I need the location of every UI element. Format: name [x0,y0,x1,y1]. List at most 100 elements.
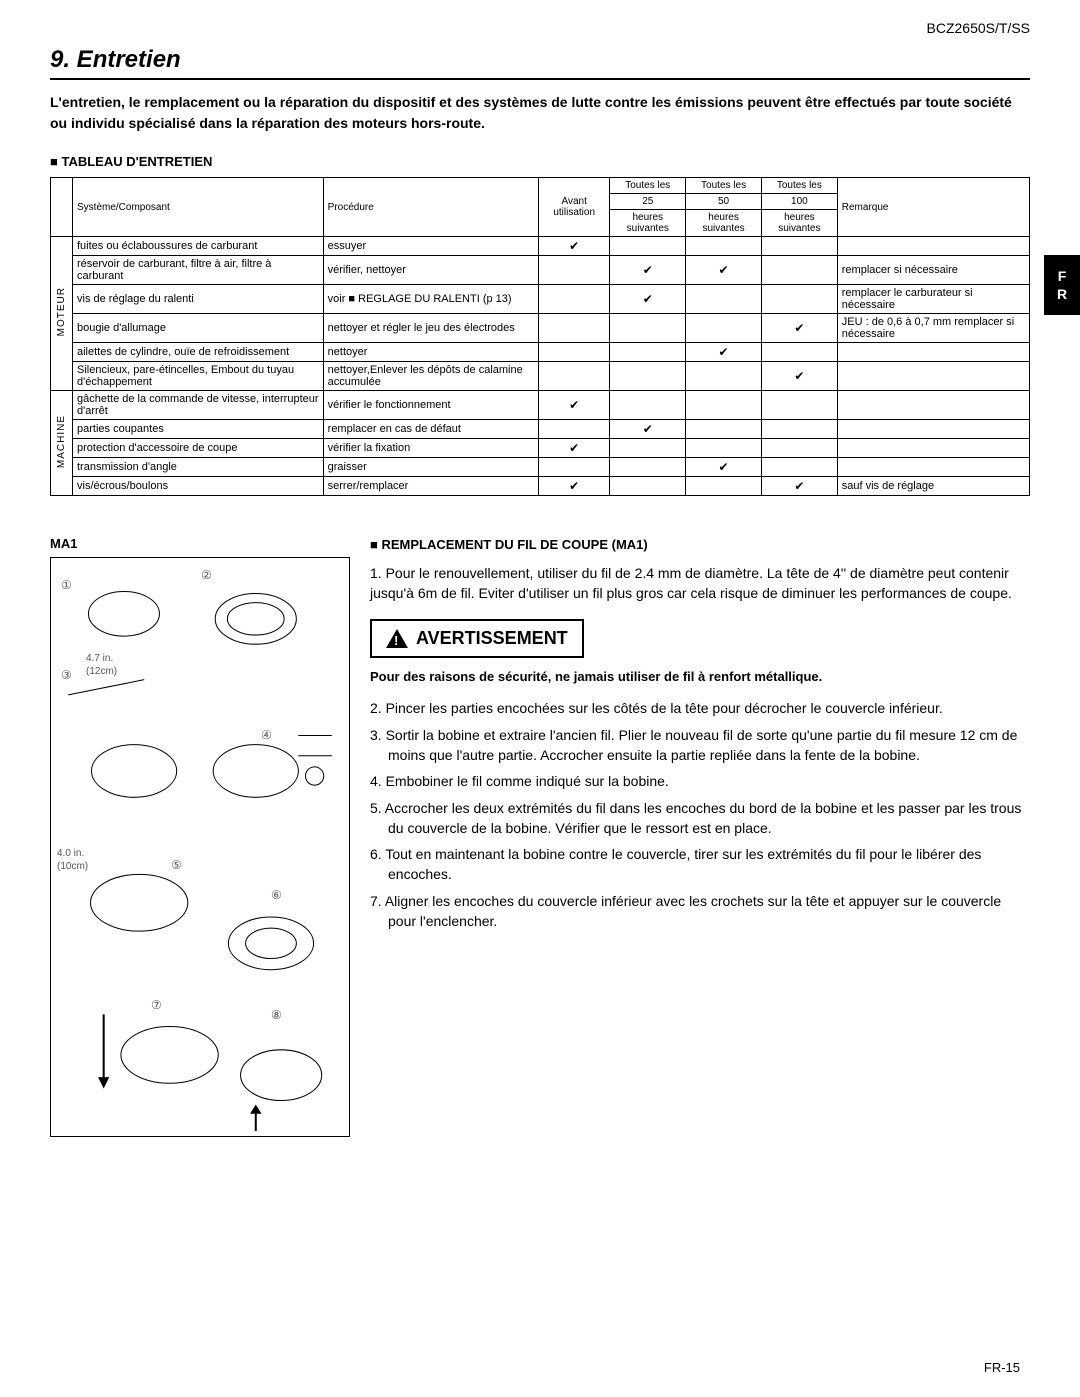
table-heading: TABLEAU D'ENTRETIEN [50,154,1030,169]
table-cell: essuyer [323,237,538,256]
table-cell: parties coupantes [73,420,324,439]
table-cell: voir ■ REGLAGE DU RALENTI (p 13) [323,285,538,314]
table-cell [538,343,609,362]
warning-text: Pour des raisons de sécurité, ne jamais … [370,668,1030,687]
table-cell: vis/écrous/boulons [73,477,324,496]
table-cell: ✔ [538,237,609,256]
table-cell [686,362,762,391]
diagram-label: MA1 [50,536,350,551]
table-cell: serrer/remplacer [323,477,538,496]
col-100a: Toutes les [761,178,837,194]
table-cell [837,420,1029,439]
table-cell [837,391,1029,420]
table-cell: ✔ [610,256,686,285]
step-item: 4. Embobiner le fil comme indiqué sur la… [370,771,1030,791]
table-cell: vérifier la fixation [323,439,538,458]
table-row: ailettes de cylindre, ouïe de refroidiss… [51,343,1030,362]
group-label: MOTEUR [56,287,67,336]
step-item: 5. Accrocher les deux extrémités du fil … [370,798,1030,839]
table-cell [686,285,762,314]
model-number: BCZ2650S/T/SS [50,20,1030,36]
step-item: 2. Pincer les parties encochées sur les … [370,698,1030,718]
table-cell [686,314,762,343]
table-row: transmission d'anglegraisser✔ [51,458,1030,477]
table-cell [761,343,837,362]
table-cell: ✔ [538,477,609,496]
table-cell [686,237,762,256]
table-cell [761,285,837,314]
table-cell: nettoyer et régler le jeu des électrodes [323,314,538,343]
table-row: protection d'accessoire de coupevérifier… [51,439,1030,458]
step-item: 3. Sortir la bobine et extraire l'ancien… [370,725,1030,766]
col-system: Système/Composant [73,178,324,237]
section-title: 9. Entretien [50,46,1030,80]
group-label: MACHINE [56,415,67,468]
table-cell [610,439,686,458]
table-cell: nettoyer [323,343,538,362]
table-row: bougie d'allumagenettoyer et régler le j… [51,314,1030,343]
table-cell [837,343,1029,362]
table-cell [538,362,609,391]
table-cell [837,237,1029,256]
warning-icon [386,629,408,648]
table-cell [761,256,837,285]
table-cell [686,420,762,439]
table-cell: ✔ [686,458,762,477]
table-cell [610,314,686,343]
table-cell [761,237,837,256]
table-cell [761,458,837,477]
table-cell [610,343,686,362]
table-row: vis de réglage du ralentivoir ■ REGLAGE … [51,285,1030,314]
table-cell: ✔ [610,285,686,314]
table-cell: JEU : de 0,6 à 0,7 mm remplacer si néces… [837,314,1029,343]
table-row: vis/écrous/boulonsserrer/remplacer✔✔sauf… [51,477,1030,496]
intro-text: L'entretien, le remplacement ou la répar… [50,92,1030,134]
table-cell: réservoir de carburant, filtre à air, fi… [73,256,324,285]
warning-label: AVERTISSEMENT [416,625,568,651]
table-cell: fuites ou éclaboussures de carburant [73,237,324,256]
table-cell [610,391,686,420]
table-cell [538,420,609,439]
table-cell [538,256,609,285]
table-cell: remplacer en cas de défaut [323,420,538,439]
table-cell: ✔ [761,477,837,496]
table-cell [686,477,762,496]
table-cell: Silencieux, pare-étincelles, Embout du t… [73,362,324,391]
table-cell [686,439,762,458]
table-cell [761,391,837,420]
table-cell [538,314,609,343]
table-row: parties coupantesremplacer en cas de déf… [51,420,1030,439]
table-row: MACHINEgâchette de la commande de vitess… [51,391,1030,420]
table-cell [761,420,837,439]
table-cell: sauf vis de réglage [837,477,1029,496]
col-50a: Toutes les [686,178,762,194]
table-cell: ✔ [538,391,609,420]
maintenance-table: Système/Composant Procédure Avant utilis… [50,177,1030,496]
table-cell [610,477,686,496]
diagram-placeholder: ① ② ③ 4.7 in. (12cm) ④ ⑤ 4.0 in. (10cm) … [50,557,350,1137]
col-remark: Remarque [837,178,1029,237]
table-cell [610,362,686,391]
table-cell [837,362,1029,391]
table-cell: remplacer si nécessaire [837,256,1029,285]
table-row: réservoir de carburant, filtre à air, fi… [51,256,1030,285]
table-cell: ✔ [761,314,837,343]
table-cell: ✔ [538,439,609,458]
col-procedure: Procédure [323,178,538,237]
page-number: FR-15 [984,1360,1020,1375]
table-cell [837,439,1029,458]
table-cell: gâchette de la commande de vitesse, inte… [73,391,324,420]
step-1: 1. Pour le renouvellement, utiliser du f… [370,563,1030,604]
table-cell: bougie d'allumage [73,314,324,343]
table-cell [686,391,762,420]
table-cell [610,237,686,256]
steps-list: 2. Pincer les parties encochées sur les … [370,698,1030,931]
table-cell [837,458,1029,477]
table-cell: ailettes de cylindre, ouïe de refroidiss… [73,343,324,362]
table-cell: nettoyer,Enlever les dépôts de calamine … [323,362,538,391]
table-cell [761,439,837,458]
table-cell: vis de réglage du ralenti [73,285,324,314]
table-cell: ✔ [761,362,837,391]
table-cell: ✔ [686,343,762,362]
warning-box: AVERTISSEMENT [370,619,584,657]
